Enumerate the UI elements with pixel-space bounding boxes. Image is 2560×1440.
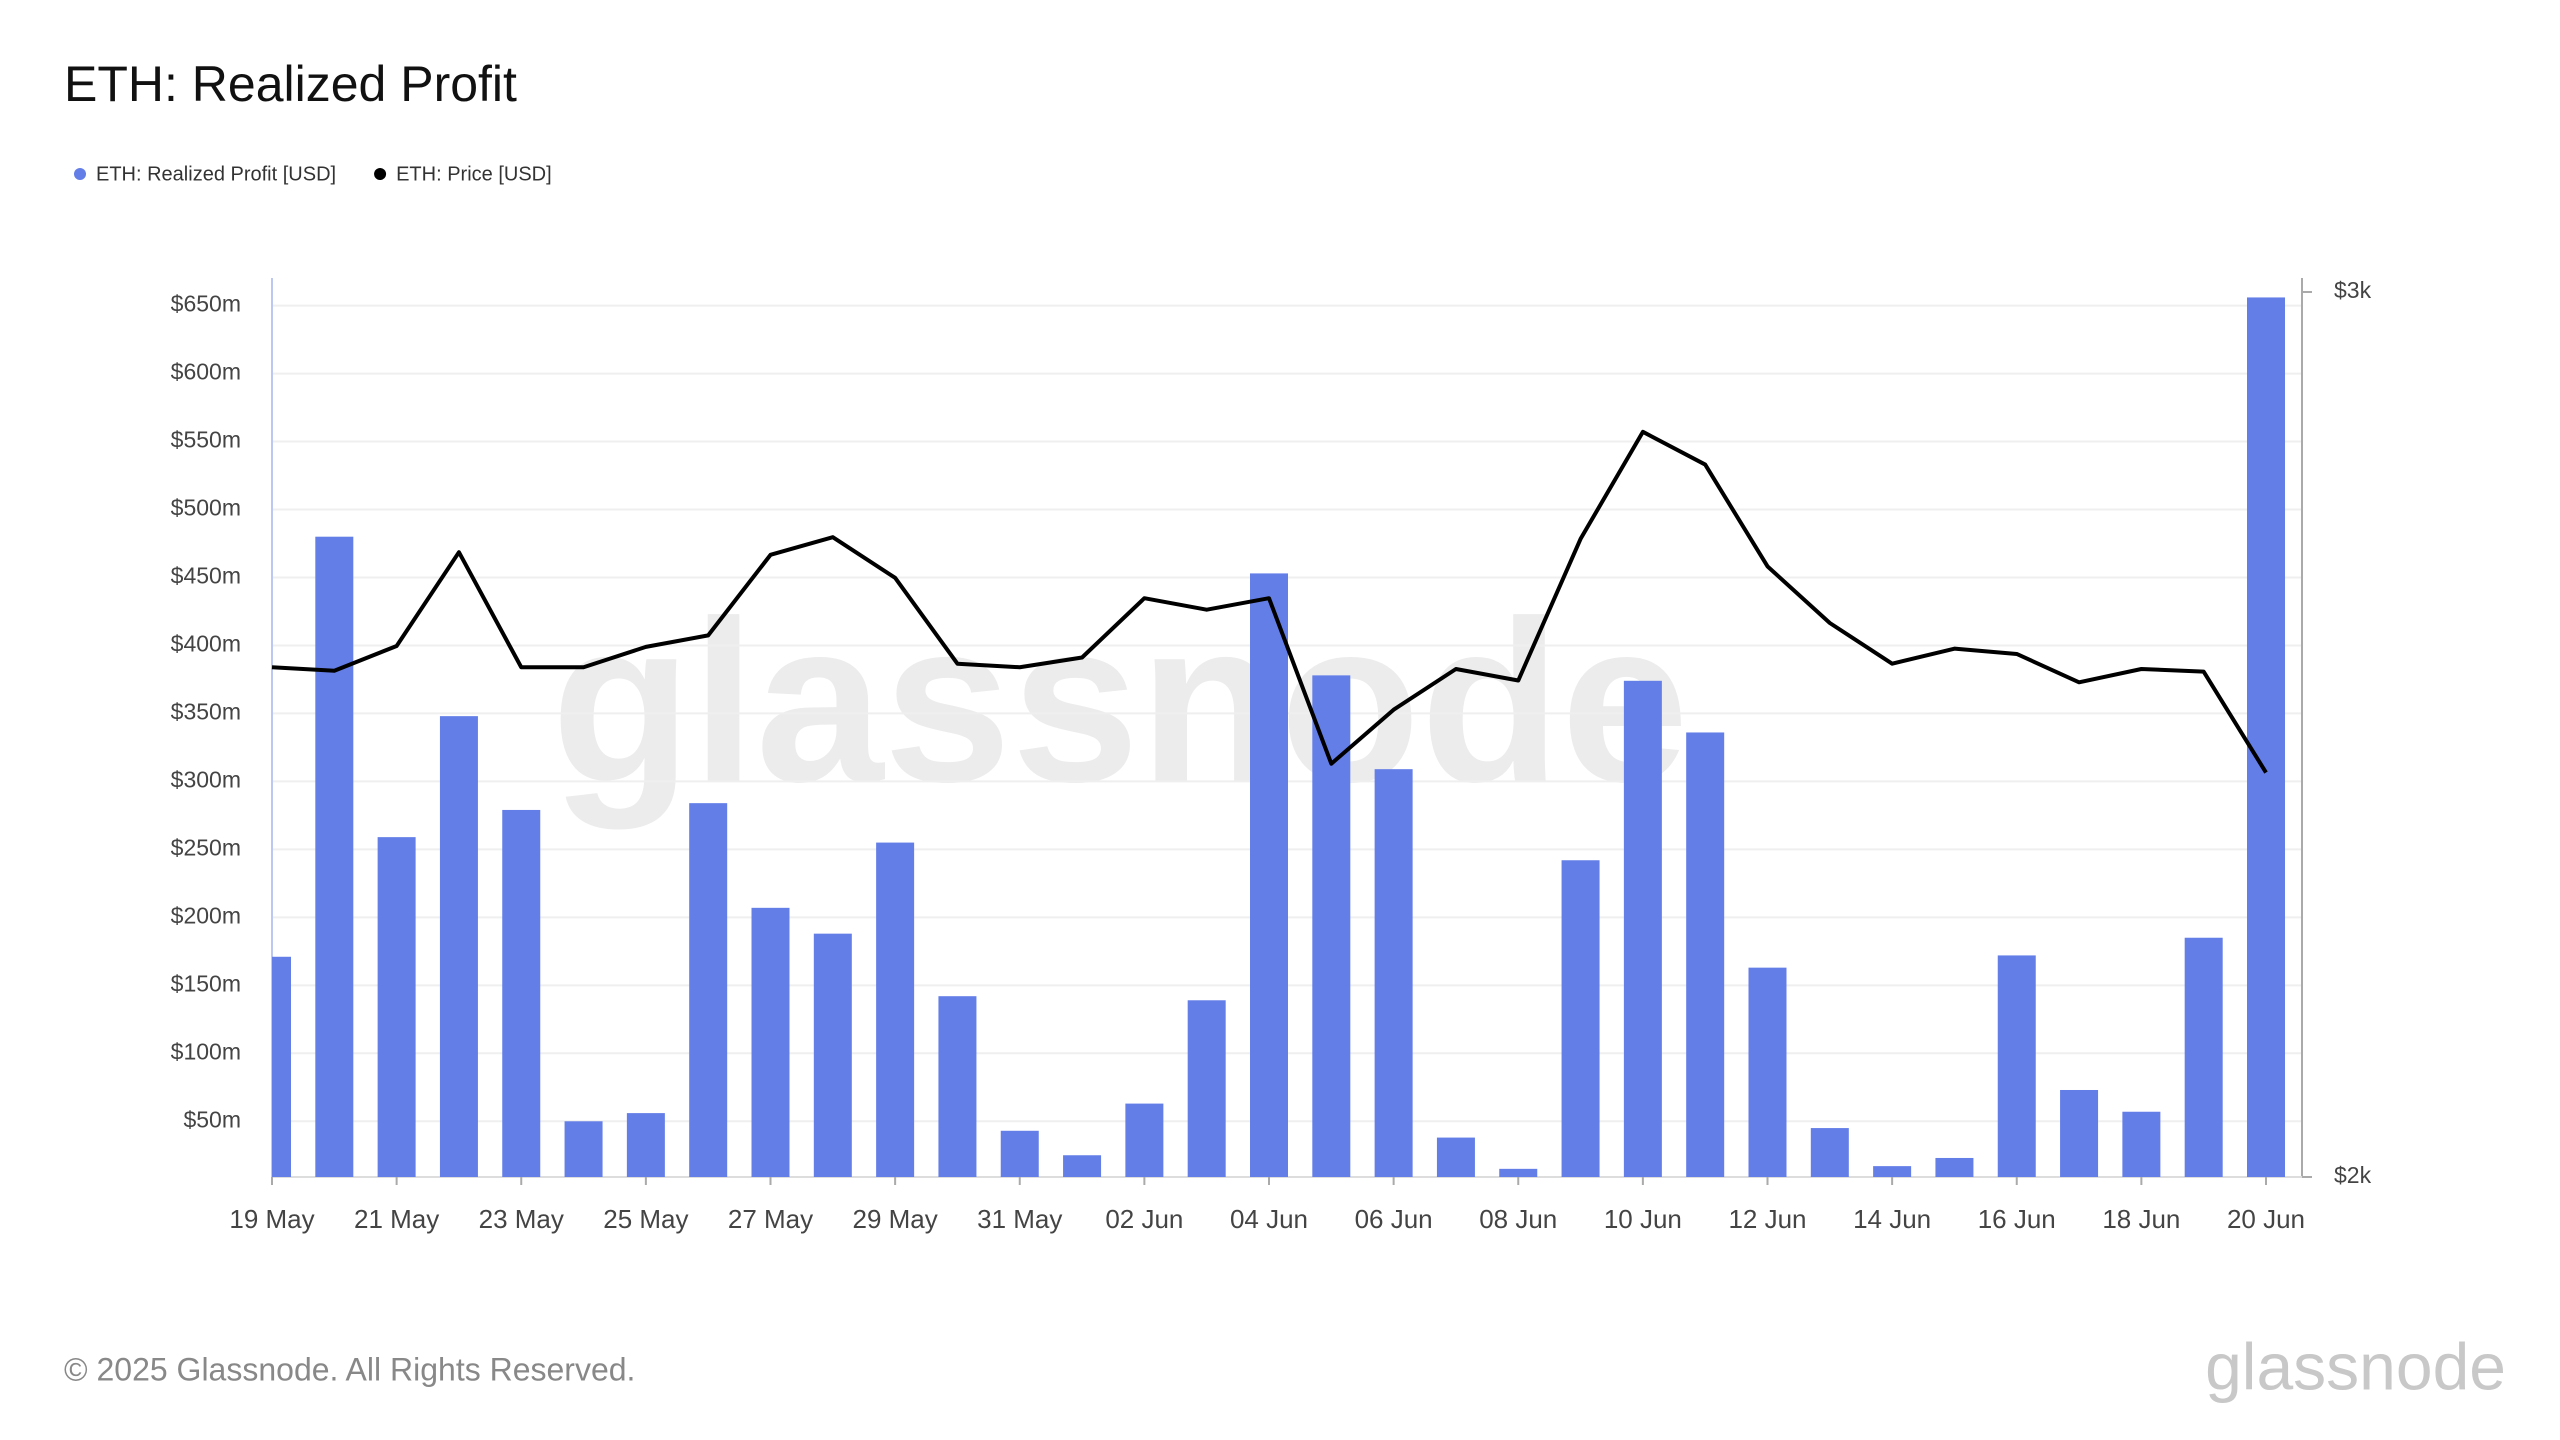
y-tick-label: $550m (171, 427, 241, 453)
bar (1000, 1130, 1039, 1177)
bar (564, 1121, 603, 1177)
x-tick-label: 04 Jun (1230, 1204, 1308, 1234)
bar (626, 1113, 665, 1177)
y2-tick-label: $2k (2334, 1162, 2372, 1188)
bar (377, 837, 416, 1177)
x-tick-label: 12 Jun (1728, 1204, 1806, 1234)
bar (813, 933, 852, 1177)
x-tick-label: 19 May (229, 1204, 314, 1234)
bar (272, 956, 291, 1177)
chart-title: ETH: Realized Profit (64, 56, 517, 112)
bar (1250, 573, 1288, 1177)
bar (1686, 732, 1725, 1177)
bar (1748, 967, 1787, 1177)
legend-marker (374, 168, 387, 180)
bar (502, 809, 541, 1177)
bar (689, 803, 728, 1177)
x-tick-label: 27 May (728, 1204, 813, 1234)
bar (1187, 1000, 1226, 1177)
x-tick-label: 18 Jun (2102, 1204, 2180, 1234)
bar (2247, 297, 2285, 1178)
x-tick-label: 25 May (603, 1204, 688, 1234)
legend-label: ETH: Price [USD] (396, 163, 552, 185)
bar (1063, 1155, 1102, 1177)
y-tick-label: $650m (171, 291, 241, 317)
bar (876, 842, 915, 1177)
watermark: glassnode (551, 573, 1689, 830)
bar (439, 716, 478, 1177)
y-tick-label: $350m (171, 699, 241, 725)
y-tick-label: $500m (171, 495, 241, 521)
y-tick-label: $300m (171, 766, 241, 792)
price-line (271, 429, 2268, 774)
bar (1623, 680, 1662, 1177)
x-tick-label: 08 Jun (1479, 1204, 1557, 1234)
bar (315, 536, 354, 1177)
legend: ETH: Realized Profit [USD] ETH: Price [US… (74, 163, 552, 185)
y-tick-label: $100m (171, 1038, 241, 1064)
y-tick-label: $400m (171, 631, 241, 657)
bar (1561, 860, 1600, 1177)
bar (1436, 1137, 1475, 1177)
y2-tick-label: $3k (2334, 277, 2372, 303)
bar (1499, 1168, 1538, 1177)
bar (1810, 1128, 1849, 1177)
bar (1125, 1103, 1164, 1177)
plot-area (272, 297, 2285, 1178)
bar (938, 996, 977, 1177)
x-tick-label: 06 Jun (1355, 1204, 1433, 1234)
bar (1997, 955, 2036, 1177)
x-tick-label: 02 Jun (1105, 1204, 1183, 1234)
x-tick-label: 10 Jun (1604, 1204, 1682, 1234)
y-tick-label: $600m (171, 359, 241, 385)
x-tick-label: 16 Jun (1978, 1204, 2056, 1234)
y-tick-label: $150m (171, 970, 241, 996)
legend-marker (74, 168, 86, 180)
y-tick-label: $200m (171, 902, 241, 928)
legend-label: ETH: Realized Profit [USD] (96, 163, 336, 185)
x-tick-label: 23 May (479, 1204, 564, 1234)
bar (2122, 1111, 2161, 1177)
logo: glassnode (2205, 1329, 2506, 1403)
y-tick-label: $250m (171, 834, 241, 860)
x-tick-label: 14 Jun (1853, 1204, 1931, 1234)
x-tick-label: 31 May (977, 1204, 1062, 1234)
x-tick-label: 20 Jun (2227, 1204, 2305, 1234)
x-tick-label: 21 May (354, 1204, 439, 1234)
x-tick-label: 29 May (852, 1204, 937, 1234)
bar (751, 907, 790, 1177)
bar (2060, 1089, 2099, 1177)
y-tick-label: $450m (171, 563, 241, 589)
bar (2184, 937, 2223, 1177)
bar (1873, 1166, 1912, 1177)
footer: © 2025 Glassnode. All Rights Reserved. (64, 1351, 635, 1387)
bar (1374, 769, 1413, 1177)
bar (1935, 1157, 1974, 1177)
y-tick-label: $50m (183, 1106, 241, 1132)
